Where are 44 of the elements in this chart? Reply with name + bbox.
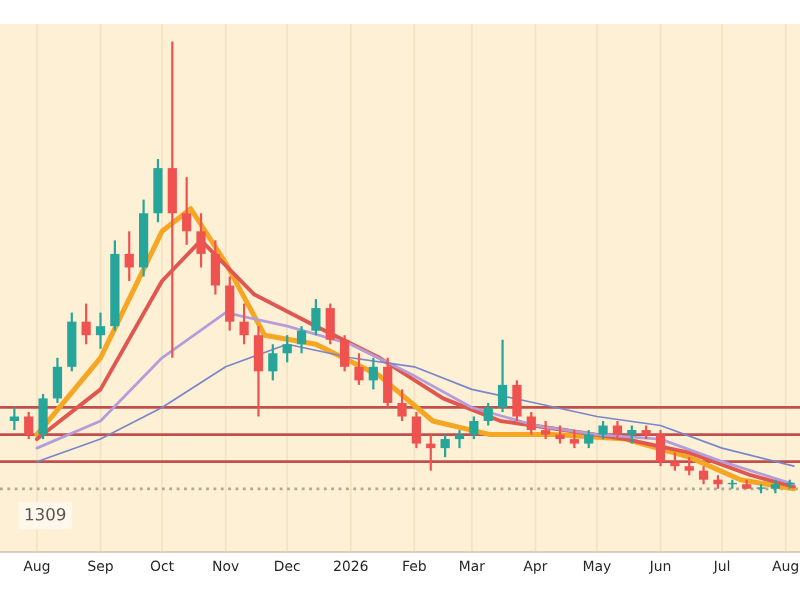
candlestick [698, 465, 709, 486]
candlestick [541, 419, 551, 441]
candlestick [526, 410, 536, 436]
candlestick [24, 410, 34, 441]
candlestick [311, 297, 321, 337]
candlestick [569, 428, 579, 450]
candlestick [38, 392, 48, 441]
candlestick [340, 334, 350, 373]
candlestick [397, 388, 407, 423]
candlestick [497, 338, 508, 414]
candlestick [368, 356, 378, 391]
candlestick [81, 302, 91, 346]
candlestick [440, 433, 450, 459]
candlestick [95, 311, 106, 350]
candlestick [598, 419, 608, 441]
candlestick [354, 352, 364, 386]
candlestick [469, 415, 479, 441]
candlestick [167, 40, 177, 359]
candlestick [239, 302, 249, 346]
candlestick [584, 428, 594, 450]
candlestick [268, 343, 278, 382]
candlestick [196, 212, 206, 269]
candlestick [296, 325, 307, 355]
candlestick [282, 334, 292, 364]
candlestick [325, 302, 335, 346]
candlestick [67, 311, 77, 373]
candlestick [555, 424, 565, 445]
candlestick [383, 356, 393, 409]
candlestick [411, 410, 422, 450]
candlestick [612, 419, 623, 441]
candlestick [124, 230, 134, 283]
candlestick [225, 275, 235, 332]
candlestick [210, 239, 220, 296]
candlestick [182, 176, 192, 246]
candlestick [483, 401, 493, 427]
candlestick [512, 379, 522, 423]
candlestick [684, 456, 694, 477]
candlestick [52, 356, 63, 405]
candlestick [655, 428, 666, 468]
candlestick [627, 424, 637, 445]
text: 1309 [25, 507, 66, 521]
candlestick [153, 157, 163, 224]
candlestick [253, 325, 264, 418]
candlestick [9, 406, 19, 432]
